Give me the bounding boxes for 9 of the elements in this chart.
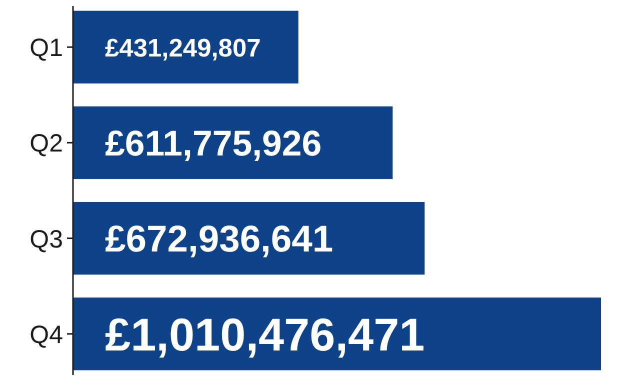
data-label: £1,010,476,471 [105, 308, 425, 360]
bar [73, 10, 298, 84]
data-label: £672,936,641 [105, 218, 334, 260]
y-tick-label: Q3 [30, 225, 63, 254]
y-tick-label: Q1 [30, 34, 63, 62]
y-tick-label: Q2 [30, 130, 63, 158]
y-tick-label: Q4 [30, 320, 64, 349]
data-label: £611,775,926 [105, 124, 322, 164]
data-label: £431,249,807 [105, 34, 261, 62]
